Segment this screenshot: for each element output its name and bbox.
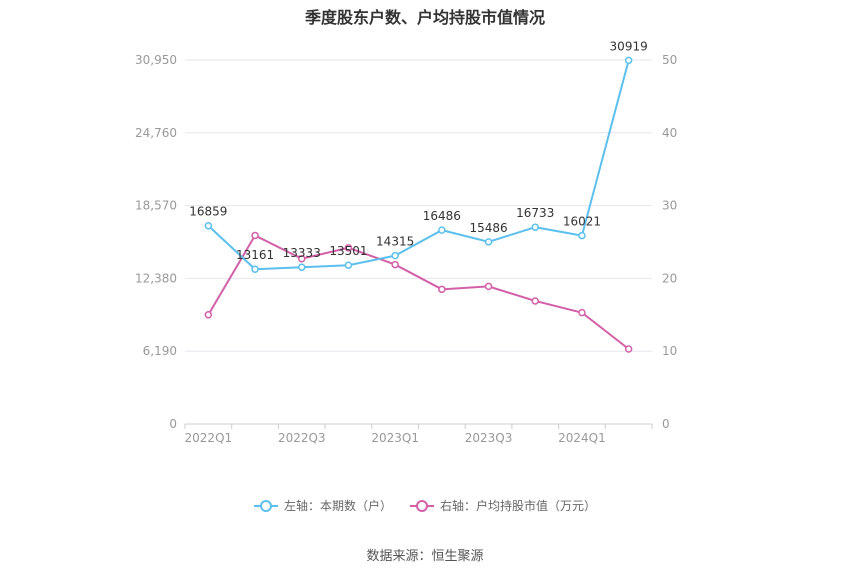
left-axis-tick-label: 24,760 — [135, 126, 177, 140]
left-series-point — [251, 265, 259, 273]
legend-label-left: 左轴：本期数（户） — [283, 499, 392, 513]
left-axis-tick-label: 30,950 — [135, 53, 177, 67]
left-series-point — [344, 261, 353, 269]
right-series-point — [484, 282, 493, 291]
right-series-point — [391, 260, 399, 269]
chart-title: 季度股东户数、户均持股市值情况 — [304, 8, 545, 27]
left-axis-tick-label: 12,380 — [135, 271, 177, 285]
x-axis-tick-label: 2022Q1 — [185, 431, 233, 445]
label-layer: 16859 13161 13333 13501 14315 16486 15486 16733… — [189, 39, 647, 262]
left-series-point — [624, 56, 633, 65]
x-axis-tick-label: 2022Q3 — [278, 431, 326, 445]
left-series-data-label: 16486 — [423, 209, 461, 223]
left-series-data-label: 13161 — [236, 248, 274, 262]
right-series-point — [204, 311, 213, 319]
source-note: 数据来源：恒生聚源 — [366, 549, 484, 564]
x-axis-tick-label: 2023Q3 — [465, 431, 513, 445]
legend-item-left[interactable]: 左轴：本期数（户） — [253, 497, 392, 514]
left-series-data-label: 13501 — [329, 244, 367, 258]
legend-item-right[interactable]: 右轴：户均持股市值（万元） — [410, 497, 596, 514]
left-series-point — [438, 226, 446, 234]
left-series-data-label: 14315 — [376, 235, 414, 249]
left-series-data-label: 15486 — [469, 221, 507, 235]
left-axis-tick-label: 6,190 — [143, 344, 177, 358]
right-axis-tick-label: 40 — [662, 126, 677, 140]
left-series-data-label: 16733 — [516, 206, 554, 220]
right-axis-tick-label: 0 — [662, 417, 670, 431]
left-axis-tick-label: 0 — [169, 417, 177, 431]
right-series-point — [531, 297, 539, 305]
legend-label-right: 右轴：户均持股市值（万元） — [440, 499, 597, 513]
right-axis-tick-label: 10 — [662, 344, 677, 358]
right-series-point — [298, 254, 306, 263]
right-series-point — [251, 231, 259, 240]
left-series-data-label: 16021 — [563, 215, 601, 229]
left-series-point — [531, 223, 539, 231]
left-series-line — [207, 60, 630, 271]
right-axis-tick-label: 50 — [662, 53, 677, 67]
right-axis-tick-label: 30 — [662, 199, 677, 213]
x-axis-tick-label: 2024Q1 — [558, 431, 606, 445]
left-series-data-label: 30919 — [610, 39, 648, 53]
left-series-point — [578, 231, 586, 240]
right-series-point — [344, 244, 353, 252]
left-series-data-label: 16859 — [189, 205, 227, 219]
right-series-point — [438, 285, 446, 294]
legend-marker-right — [410, 499, 434, 512]
axis-layer: 0 6,190 12,380 18,570 24,760 30,950 0 10 20 30 40 5… — [135, 53, 677, 445]
left-series-point — [298, 263, 306, 271]
left-series-data-label: 13333 — [283, 246, 321, 260]
right-series-point — [624, 345, 633, 353]
legend: 左轴：本期数（户） 右轴：户均持股市值（万元） — [0, 497, 850, 514]
left-axis-tick-label: 18,570 — [135, 199, 177, 213]
left-series-point — [484, 238, 493, 246]
left-series-point — [204, 221, 213, 230]
right-series-point — [578, 308, 586, 317]
legend-marker-left — [253, 499, 278, 512]
x-axis-tick-label: 2023Q1 — [371, 431, 419, 445]
right-axis-tick-label: 20 — [662, 271, 677, 285]
series-layer — [204, 56, 633, 353]
right-series-line — [207, 234, 630, 350]
left-series-point — [391, 251, 399, 260]
